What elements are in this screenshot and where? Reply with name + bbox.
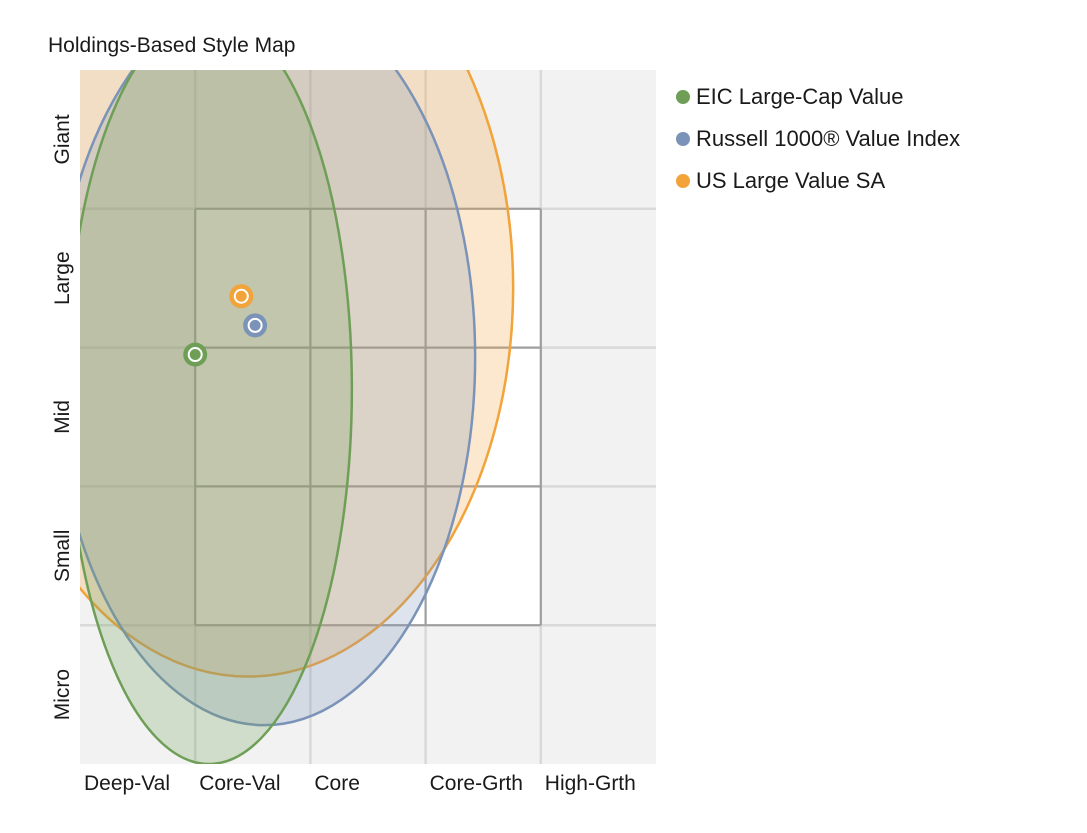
- style-box-lines: [194, 207, 542, 627]
- y-tick-labels: Micro Small Mid Large Giant: [51, 114, 74, 720]
- zone-1: [80, 70, 477, 727]
- x-tick-label: High-Grth: [545, 772, 636, 795]
- centroid-ring-2: [233, 288, 249, 304]
- x-tick-label: Core-Grth: [430, 772, 523, 795]
- chart-title: Holdings-Based Style Map: [48, 34, 296, 57]
- legend-item-eic: EIC Large-Cap Value: [676, 76, 960, 118]
- centroids: [183, 284, 268, 367]
- legend-swatch-russell: [676, 132, 690, 146]
- x-tick-labels: Deep-Val Core-Val Core Core-Grth High-Grth: [84, 772, 636, 795]
- y-tick-label: Micro: [51, 669, 74, 720]
- zone-2: [80, 70, 515, 678]
- y-tick-label: Mid: [51, 400, 74, 434]
- y-tick-label: Giant: [51, 114, 74, 164]
- legend-swatch-eic: [676, 90, 690, 104]
- legend-label-us-large-value: US Large Value SA: [696, 168, 886, 193]
- legend-item-russell: Russell 1000® Value Index: [676, 118, 960, 160]
- y-tick-label: Small: [51, 530, 74, 583]
- ownership-zones: [80, 70, 515, 764]
- legend-label-eic: EIC Large-Cap Value: [696, 84, 904, 109]
- y-tick-label: Large: [51, 251, 74, 305]
- x-tick-label: Core-Val: [199, 772, 280, 795]
- zone-0: [80, 70, 354, 764]
- legend-label-russell: Russell 1000® Value Index: [696, 126, 961, 151]
- centroid-ring-1: [247, 317, 263, 333]
- style-box-interior: [195, 208, 541, 626]
- x-tick-label: Core: [314, 772, 360, 795]
- legend-item-us-large-value: US Large Value SA: [676, 160, 960, 202]
- legend-swatch-us-large-value: [676, 174, 690, 188]
- x-tick-label: Deep-Val: [84, 772, 170, 795]
- centroid-ring-0: [187, 347, 203, 363]
- legend: EIC Large-Cap Value Russell 1000® Value …: [676, 76, 960, 202]
